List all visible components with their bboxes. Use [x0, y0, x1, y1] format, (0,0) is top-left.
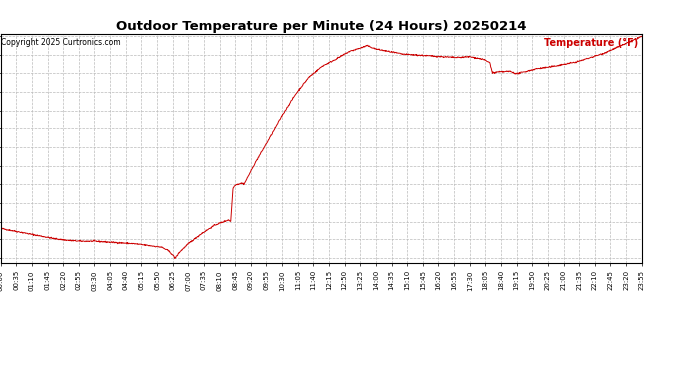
Text: Copyright 2025 Curtronics.com: Copyright 2025 Curtronics.com — [1, 38, 121, 47]
Title: Outdoor Temperature per Minute (24 Hours) 20250214: Outdoor Temperature per Minute (24 Hours… — [116, 20, 526, 33]
Text: Temperature (°F): Temperature (°F) — [544, 38, 638, 48]
